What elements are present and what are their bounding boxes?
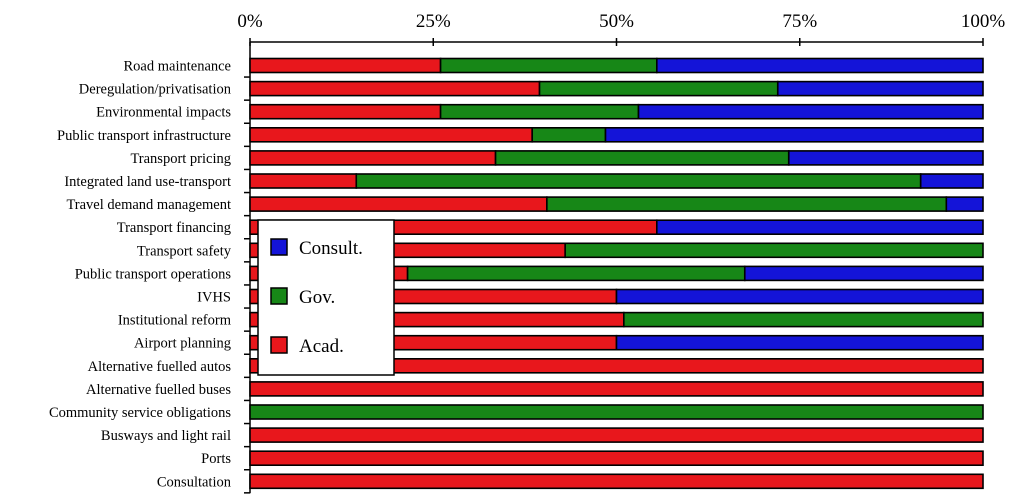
legend-swatch [270,287,288,305]
bar-segment-gov [406,265,746,282]
bar-segment-consult [919,173,984,189]
category-label: Road maintenance [124,59,232,75]
x-tick-label: 25% [416,11,451,32]
x-axis: 0% 25% 50% 75% 100% [237,11,1006,494]
bar-segment-acad [249,127,534,143]
bar-segment-acad [249,103,442,120]
bar-segment-gov [546,196,948,212]
category-label: Deregulation/privatisation [79,82,232,98]
bar-segment-acad [249,173,358,189]
category-label: Alternative fuelled autos [88,359,232,375]
legend-swatch [270,238,288,256]
bar-segment-gov [439,103,640,120]
bar-segment-consult [604,127,984,143]
bar-segment-acad [249,196,548,212]
bar-segment-consult [615,288,984,305]
category-label: Institutional reform [118,313,232,329]
x-tick-label: 50% [599,11,634,32]
category-label: Transport pricing [130,151,231,167]
category-label: Integrated land use-transport [64,174,231,190]
bar-segment-acad [249,150,497,166]
category-label: Environmental impacts [96,105,231,121]
bar-segment-consult [776,80,984,97]
bar-segment-gov [494,150,790,166]
bar-segment-gov [249,404,984,420]
bar-segment-consult [615,334,984,351]
category-label: Alternative fuelled buses [86,382,231,398]
category-label: Travel demand management [66,197,231,213]
x-tick-label: 0% [237,11,263,32]
bar-segment-consult [637,103,984,120]
bar-segment-gov [538,80,779,97]
bar-segment-gov [564,242,984,259]
bar-segment-gov [623,311,984,328]
bar-segment-acad [249,473,984,490]
legend: Consult. Gov. Acad. [257,219,395,376]
bar-segment-acad [249,381,984,397]
bar-segment-acad [249,80,541,97]
category-label: Consultation [157,474,232,490]
bar-segment-consult [656,57,984,74]
bar-segment-acad [249,57,442,74]
legend-swatch [270,336,288,354]
category-label: Public transport infrastructure [57,128,231,144]
x-tick-label: 75% [782,11,817,32]
category-label: Public transport operations [75,266,232,282]
x-tick-label: 100% [961,11,1006,32]
legend-label: Consult. [299,238,363,259]
bar-segment-gov [355,173,922,189]
category-labels: Road maintenance Deregulation/privatisati… [49,59,232,491]
bar-segment-consult [787,150,984,166]
legend-label: Gov. [299,287,335,308]
category-label: Busways and light rail [101,428,231,444]
bar-segment-consult [656,219,984,235]
category-label: Community service obligations [49,405,231,421]
legend-label: Acad. [299,336,344,357]
bar-segment-consult [743,265,984,282]
category-label: Ports [201,451,231,467]
category-label: IVHS [197,290,231,306]
bar-segment-consult [945,196,984,212]
bar-segment-gov [439,57,658,74]
bar-segment-acad [249,450,984,467]
bar-segment-acad [249,357,984,374]
category-label: Transport safety [137,243,232,259]
category-label: Transport financing [117,220,231,236]
category-label: Airport planning [134,336,231,352]
bar-segment-gov [531,127,607,143]
bar-segment-acad [249,427,984,443]
